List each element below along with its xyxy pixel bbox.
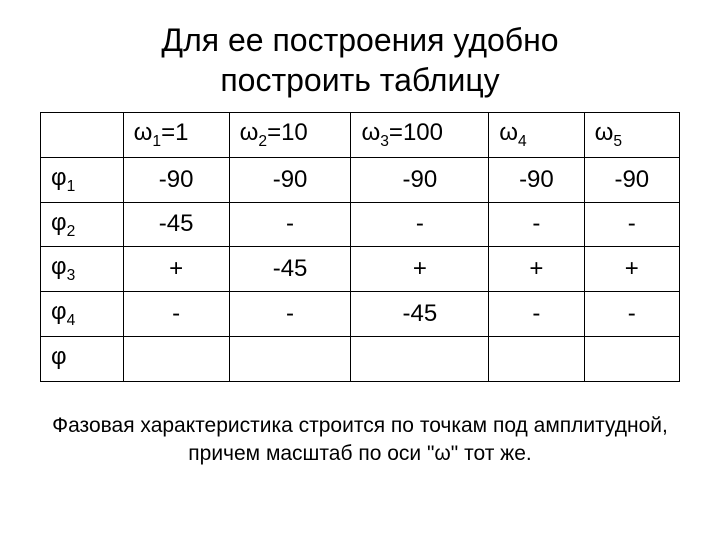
cell: - xyxy=(489,292,584,337)
corner-cell xyxy=(41,113,124,158)
col-header: ω2=10 xyxy=(229,113,351,158)
cell xyxy=(351,336,489,381)
cell: - xyxy=(229,292,351,337)
cell: + xyxy=(351,247,489,292)
cell: - xyxy=(584,292,679,337)
cell: -90 xyxy=(489,157,584,202)
cell xyxy=(229,336,351,381)
col-header: ω5 xyxy=(584,113,679,158)
title-line-2: построить таблицу xyxy=(220,62,499,98)
phase-table: ω1=1 ω2=10 ω3=100 ω4 ω5 φ1 -90 -90 -90 -… xyxy=(40,112,680,382)
col-header: ω4 xyxy=(489,113,584,158)
row-header: φ xyxy=(41,336,124,381)
cell xyxy=(123,336,229,381)
table-row: φ1 -90 -90 -90 -90 -90 xyxy=(41,157,680,202)
cell: - xyxy=(489,202,584,247)
cell xyxy=(584,336,679,381)
caption-line-1: Фазовая характеристика строится по точка… xyxy=(52,414,668,437)
table-row: φ3 + -45 + + + xyxy=(41,247,680,292)
row-header: φ1 xyxy=(41,157,124,202)
cell: - xyxy=(584,202,679,247)
cell: -45 xyxy=(123,202,229,247)
header-row: ω1=1 ω2=10 ω3=100 ω4 ω5 xyxy=(41,113,680,158)
cell: + xyxy=(489,247,584,292)
cell: - xyxy=(351,202,489,247)
table-row: φ2 -45 - - - - xyxy=(41,202,680,247)
cell: -90 xyxy=(584,157,679,202)
table-row: φ xyxy=(41,336,680,381)
cell: - xyxy=(123,292,229,337)
cell: + xyxy=(123,247,229,292)
caption-line-2: причем масштаб по оси "ω" тот же. xyxy=(188,442,531,465)
caption: Фазовая характеристика строится по точка… xyxy=(40,412,680,469)
row-header: φ2 xyxy=(41,202,124,247)
table-row: φ4 - - -45 - - xyxy=(41,292,680,337)
col-header: ω1=1 xyxy=(123,113,229,158)
cell: -90 xyxy=(351,157,489,202)
cell: - xyxy=(229,202,351,247)
cell: -45 xyxy=(351,292,489,337)
cell xyxy=(489,336,584,381)
cell: -90 xyxy=(123,157,229,202)
page-title: Для ее построения удобно построить табли… xyxy=(40,20,680,100)
row-header: φ3 xyxy=(41,247,124,292)
row-header: φ4 xyxy=(41,292,124,337)
cell: + xyxy=(584,247,679,292)
cell: -45 xyxy=(229,247,351,292)
cell: -90 xyxy=(229,157,351,202)
title-line-1: Для ее построения удобно xyxy=(161,22,558,58)
col-header: ω3=100 xyxy=(351,113,489,158)
